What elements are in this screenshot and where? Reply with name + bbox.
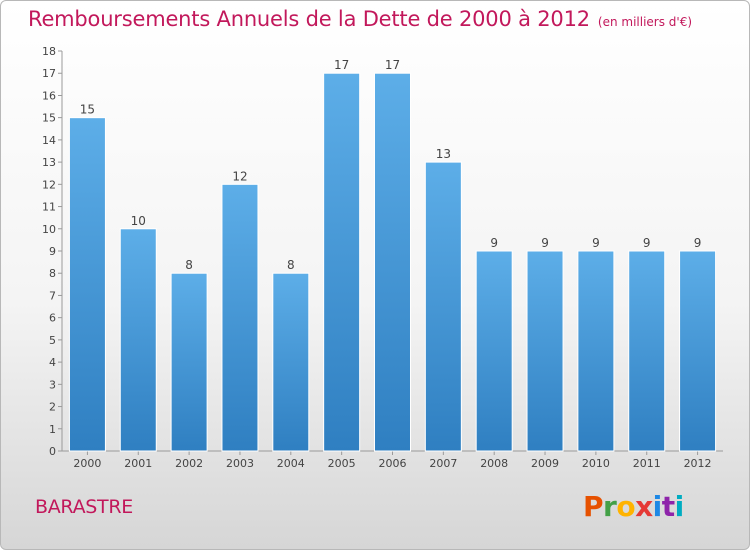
data-label: 9	[592, 236, 600, 250]
y-tick-label: 2	[49, 401, 56, 414]
data-label: 12	[232, 169, 247, 183]
proxiti-logo[interactable]: Proxiti	[583, 490, 684, 523]
brand-letter: t	[661, 490, 675, 523]
data-label: 17	[385, 58, 400, 72]
data-label: 9	[643, 236, 651, 250]
data-label: 8	[287, 258, 295, 272]
bar	[221, 183, 259, 452]
x-tick-label: 2003	[226, 457, 254, 470]
brand-letter: o	[616, 490, 636, 523]
y-tick-label: 18	[42, 45, 56, 58]
data-label: 17	[334, 58, 349, 72]
y-tick-label: 1	[49, 423, 56, 436]
bar	[170, 272, 208, 452]
data-label: 9	[541, 236, 549, 250]
bar	[424, 161, 462, 452]
bar	[679, 250, 717, 452]
x-tick-label: 2004	[277, 457, 305, 470]
y-tick-label: 10	[42, 223, 56, 236]
title-text: Remboursements Annuels de la Dette de 20…	[28, 7, 590, 31]
x-tick-label: 2000	[73, 457, 101, 470]
unit-label: (en milliers d'€)	[597, 15, 693, 29]
data-label: 13	[436, 147, 451, 161]
y-tick-label: 8	[49, 267, 56, 280]
data-label: 15	[80, 103, 95, 117]
bar	[119, 228, 157, 452]
data-label: 9	[490, 236, 498, 250]
bar	[272, 272, 310, 452]
brand-letter: i	[674, 490, 685, 523]
y-tick-label: 12	[42, 178, 56, 191]
y-tick-label: 13	[42, 156, 56, 169]
bar	[475, 250, 513, 452]
y-tick-label: 14	[42, 134, 56, 147]
bar	[628, 250, 666, 452]
data-label: 9	[694, 236, 702, 250]
x-tick-label: 2011	[633, 457, 661, 470]
y-tick-label: 9	[49, 245, 56, 258]
brand-letter: r	[603, 490, 617, 523]
y-tick-label: 5	[49, 334, 56, 347]
y-tick-label: 16	[42, 89, 56, 102]
x-tick-label: 2006	[379, 457, 407, 470]
y-tick-label: 4	[49, 356, 56, 369]
x-tick-label: 2002	[175, 457, 203, 470]
data-label: 8	[185, 258, 193, 272]
bar	[577, 250, 615, 452]
brand-letter: i	[652, 490, 663, 523]
x-tick-label: 2007	[429, 457, 457, 470]
brand-letter: x	[635, 490, 653, 523]
bar	[68, 117, 106, 452]
y-tick-label: 7	[49, 289, 56, 302]
brand-letter: P	[583, 490, 604, 523]
x-tick-label: 2008	[480, 457, 508, 470]
y-tick-label: 15	[42, 112, 56, 125]
chart-title: Remboursements Annuels de la Dette de 20…	[28, 7, 692, 31]
y-tick-label: 3	[49, 378, 56, 391]
x-tick-label: 2001	[124, 457, 152, 470]
x-tick-label: 2009	[531, 457, 559, 470]
bar	[374, 72, 411, 452]
y-tick-label: 0	[49, 445, 56, 458]
x-tick-label: 2010	[582, 457, 610, 470]
bar	[526, 250, 564, 452]
y-tick-label: 6	[49, 312, 56, 325]
x-tick-label: 2005	[328, 457, 356, 470]
y-tick-label: 11	[42, 201, 56, 214]
bar	[323, 72, 361, 452]
place-name: BARASTRE	[35, 496, 133, 518]
y-tick-label: 17	[42, 67, 56, 80]
data-label: 10	[131, 214, 146, 228]
x-tick-label: 2012	[684, 457, 712, 470]
